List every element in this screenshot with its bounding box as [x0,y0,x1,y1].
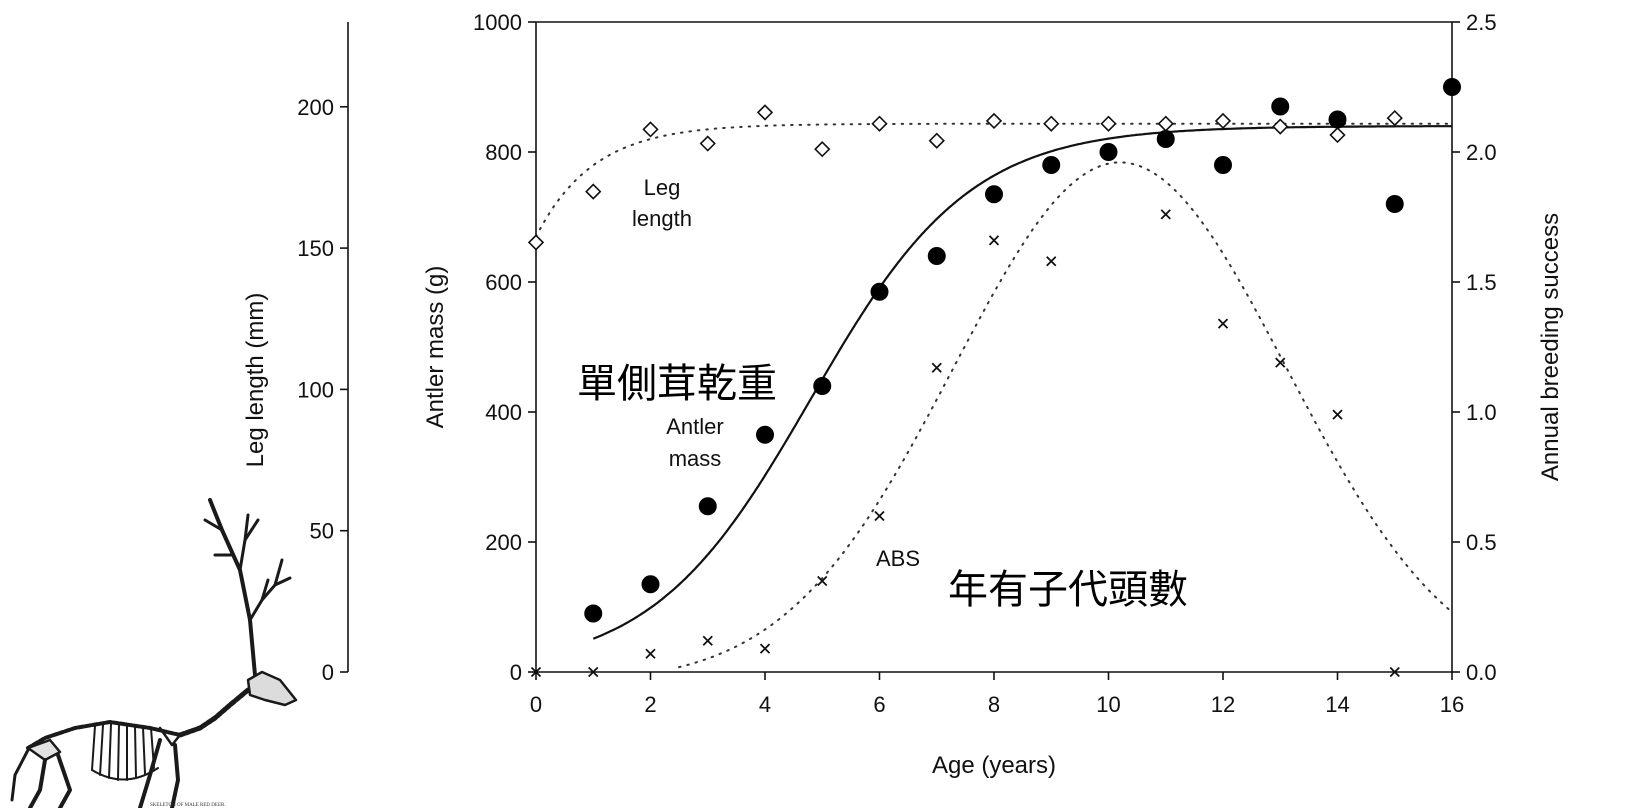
x-tick-label: 2 [644,692,656,717]
abs-point [931,362,942,373]
abs-fit-curve [678,161,1453,669]
abs-tick-label: 0.0 [1466,660,1497,685]
deer-skeleton-illustration: SKELETON OF MALE RED DEER. [10,498,298,808]
abs-tick-label: 1.5 [1466,270,1497,295]
antler-mass-fit-curve [592,125,1452,640]
annotation-length: length [632,206,692,231]
antler-mass-point [1156,130,1175,148]
leg-tick-label: 150 [297,236,334,261]
leg-length-point [928,132,945,149]
abs-points [530,146,1400,678]
antler-mass-point [641,575,660,594]
annotation-mass: mass [669,446,722,471]
antler-mass-point [698,497,717,516]
antler-mass-point [1271,97,1290,116]
abs-axis-title: Annual breeding success [1537,213,1564,481]
abs-point [759,643,771,654]
x-tick-label: 4 [759,692,771,717]
abs-point [588,666,599,678]
antler-axis-title: Antler mass (g) [422,266,449,429]
abs-point [817,575,828,587]
abs-point [1217,318,1229,329]
antler-tick-label: 400 [485,400,522,425]
leg-length-point [585,183,602,200]
leg-length-point [1043,115,1060,132]
leg-axis-title: Leg length (mm) [242,293,269,468]
antler-mass-point [813,377,832,395]
leg-length-point [756,104,774,121]
leg-length-point [985,112,1003,130]
antler-mass-points [584,78,1461,623]
x-tick-label: 0 [530,692,542,717]
leg-tick-label: 0 [322,660,334,685]
abs-point [1046,256,1057,267]
annotation-abs: ABS [876,546,920,571]
annotation-leg: Leg [644,175,681,200]
leg-tick-label: 100 [297,377,334,402]
leg-length-point [642,121,659,138]
abs-point [1389,666,1400,678]
annotation-cjk-antler: 單側茸乾重 [577,361,777,407]
antler-tick-label: 0 [510,660,522,685]
antler-mass-point [1328,110,1347,129]
antler-mass-point [584,604,603,623]
abs-point [1275,357,1286,368]
annotation-antler: Antler [666,414,723,439]
antler-tick-label: 1000 [473,10,522,35]
antler-mass-point [756,425,774,444]
leg-length-points [527,104,1403,251]
antler-mass-point [985,185,1003,204]
abs-point [530,666,542,678]
x-tick-label: 16 [1440,692,1464,717]
antler-axis-ticks: 0 200 400 600 800 1000 [473,10,536,685]
x-tick-label: 10 [1096,692,1120,717]
abs-tick-label: 0.5 [1466,530,1497,555]
abs-tick-label: 2.0 [1466,140,1497,165]
leg-length-point [871,115,888,132]
leg-length-point [699,135,716,152]
leg-length-point [1272,118,1289,135]
abs-point [874,510,885,522]
illustration-caption: SKELETON OF MALE RED DEER. [150,803,226,808]
leg-length-point [1329,126,1346,144]
leg-length-point [1157,115,1174,132]
antler-mass-point [927,247,946,265]
abs-point [645,648,656,659]
leg-length-point [1214,112,1232,130]
leg-length-point [1100,115,1117,132]
annotation-cjk-abs: 年有子代頭數 [948,567,1188,613]
antler-mass-point [870,282,889,301]
x-tick-label: 8 [988,692,1000,717]
x-tick-label: 6 [873,692,885,717]
abs-point [702,635,713,646]
leg-length-point [527,234,545,251]
abs-tick-label: 2.5 [1466,10,1497,35]
abs-point [1160,209,1171,220]
abs-tick-label: 1.0 [1466,400,1497,425]
antler-tick-label: 800 [485,140,522,165]
leg-length-fit-curve [535,122,1453,238]
leg-length-axis: 0 50 100 150 200 Leg length (mm) [242,22,349,685]
antler-mass-point [1099,143,1118,161]
abs-point [988,235,1000,246]
abs-axis-ticks: 0.0 0.5 1.0 1.5 2.0 2.5 [1452,10,1497,685]
antler-tick-label: 600 [485,270,522,295]
leg-tick-label: 50 [310,519,334,544]
x-axis-title: Age (years) [932,752,1056,779]
x-axis-ticks: 0 2 4 6 8 10 12 14 16 [530,672,1464,717]
antler-tick-label: 200 [485,530,522,555]
abs-point [1332,409,1343,420]
antler-mass-point [1042,156,1061,174]
x-tick-label: 12 [1211,692,1235,717]
leg-length-point [814,141,831,158]
x-tick-label: 14 [1325,692,1349,717]
antler-mass-point [1385,195,1404,213]
leg-length-point [1386,109,1403,127]
antler-mass-point [1443,78,1461,96]
antler-mass-point [1214,156,1232,174]
leg-tick-label: 200 [297,95,334,120]
